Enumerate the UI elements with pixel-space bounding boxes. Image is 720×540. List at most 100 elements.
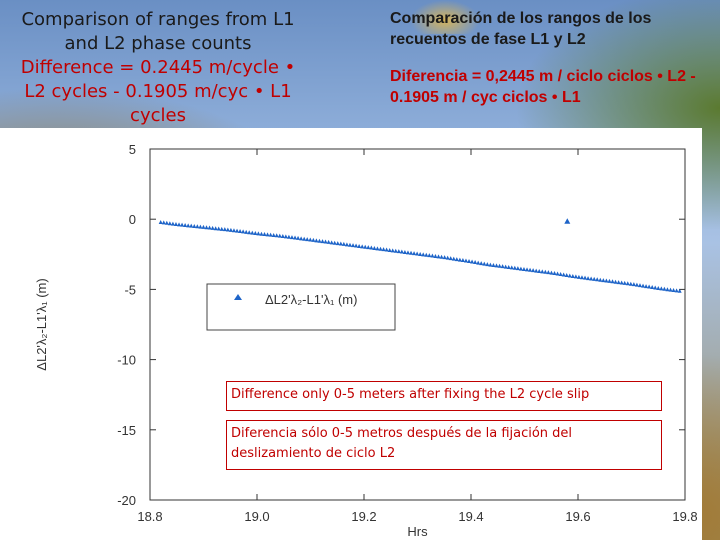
series-point: [296, 235, 301, 240]
series-point: [274, 233, 279, 238]
series-point: [305, 237, 310, 242]
series-point: [173, 222, 178, 227]
series-point: [198, 224, 203, 229]
series-point: [195, 224, 200, 229]
spanish-note-box: Diferencia sólo 0-5 metros después de la…: [226, 420, 662, 470]
series-point: [515, 266, 520, 271]
series-point: [384, 247, 389, 252]
series-point: [628, 281, 633, 286]
series-point: [500, 264, 505, 269]
series-point: [170, 221, 175, 226]
series-point: [259, 231, 264, 236]
axes-layer: 18.8 19.0 19.2 19.4 19.6 19.8 5 0 -5 -10 -15 -20 Hrs…: [34, 142, 698, 539]
series-point: [528, 267, 533, 272]
series-point: [247, 230, 252, 235]
series-point: [518, 266, 523, 271]
series-point: [601, 278, 606, 283]
series-point: [238, 229, 243, 234]
series-point: [427, 253, 432, 258]
series-point: [409, 250, 414, 255]
series-point: [613, 279, 618, 284]
series-point: [576, 274, 581, 279]
x-tick-label: 19.0: [244, 509, 269, 524]
english-title: Comparison of ranges from L1 and L2 phas…: [8, 8, 308, 128]
x-tick-label: 19.8: [672, 509, 697, 524]
spanish-title-line1: Comparación de los rangos de los recuent…: [390, 10, 652, 48]
series-point: [485, 262, 490, 267]
series-point: [567, 273, 572, 278]
series-point: [454, 257, 459, 262]
series-point: [228, 227, 233, 232]
series-point: [467, 259, 472, 264]
series-point: [659, 286, 664, 291]
series-point: [286, 234, 291, 239]
series-point: [210, 225, 215, 230]
series-point: [463, 258, 468, 263]
series-point: [158, 220, 163, 225]
series-point: [503, 264, 508, 269]
series-point: [344, 242, 349, 247]
marks-layer: [158, 218, 682, 293]
series-point: [335, 241, 340, 246]
series-point: [189, 223, 194, 228]
series-point: [509, 265, 514, 270]
legend-box: [206, 283, 396, 331]
y-tick-label: -20: [117, 493, 136, 508]
series-point: [488, 262, 493, 267]
series-point: [583, 275, 588, 280]
series-point: [439, 254, 444, 259]
series-point: [405, 250, 410, 255]
series-point: [265, 232, 270, 237]
series-point: [418, 251, 423, 256]
english-note-text: Difference only 0-5 meters after fixing …: [231, 387, 590, 402]
series-point: [357, 243, 362, 248]
legend-label: ΔL2'λ₂-L1'λ₁ (m): [265, 292, 357, 307]
series-point: [399, 249, 404, 254]
legend-marker: [234, 294, 242, 300]
series-point: [531, 268, 536, 273]
series-point: [283, 234, 288, 239]
series-point: [289, 235, 294, 240]
legend-layer: ΔL2'λ₂-L1'λ₁ (m): [206, 283, 396, 331]
outlier-point: [564, 218, 571, 224]
series-point: [161, 220, 166, 225]
series-point: [656, 286, 661, 291]
series-point: [244, 229, 249, 234]
series-point: [317, 238, 322, 243]
series-point: [369, 245, 374, 250]
series-point: [497, 263, 502, 268]
series-point: [604, 278, 609, 283]
series-point: [381, 247, 386, 252]
series-point: [460, 258, 465, 263]
series-point: [451, 256, 456, 261]
series-point: [326, 239, 331, 244]
series-point: [677, 288, 682, 293]
series-point: [314, 238, 319, 243]
series-point: [323, 239, 328, 244]
series-point: [268, 232, 273, 237]
series-point: [442, 255, 447, 260]
series-point: [534, 268, 539, 273]
series-point: [506, 264, 511, 269]
series-point: [167, 221, 172, 226]
series-point: [235, 228, 240, 233]
y-tick-label: -15: [117, 423, 136, 438]
series-point: [543, 269, 548, 274]
series-point: [216, 226, 221, 231]
y-axis-label: ΔL2'λ₂-L1'λ₁ (m): [34, 278, 49, 370]
series-point: [653, 285, 658, 290]
series-point: [555, 271, 560, 276]
series-point: [564, 272, 569, 277]
series-point: [213, 226, 218, 231]
series-point: [570, 273, 575, 278]
series-point: [222, 227, 227, 232]
series-point: [302, 236, 307, 241]
series-point: [631, 282, 636, 287]
series-point: [412, 251, 417, 256]
series-point: [644, 284, 649, 289]
x-tick-label: 18.8: [137, 509, 162, 524]
series-point: [662, 286, 667, 291]
series-point: [308, 237, 313, 242]
spanish-title-line2: Diferencia = 0,2445 m / ciclo ciclos • L…: [390, 68, 696, 106]
series-point: [592, 276, 597, 281]
